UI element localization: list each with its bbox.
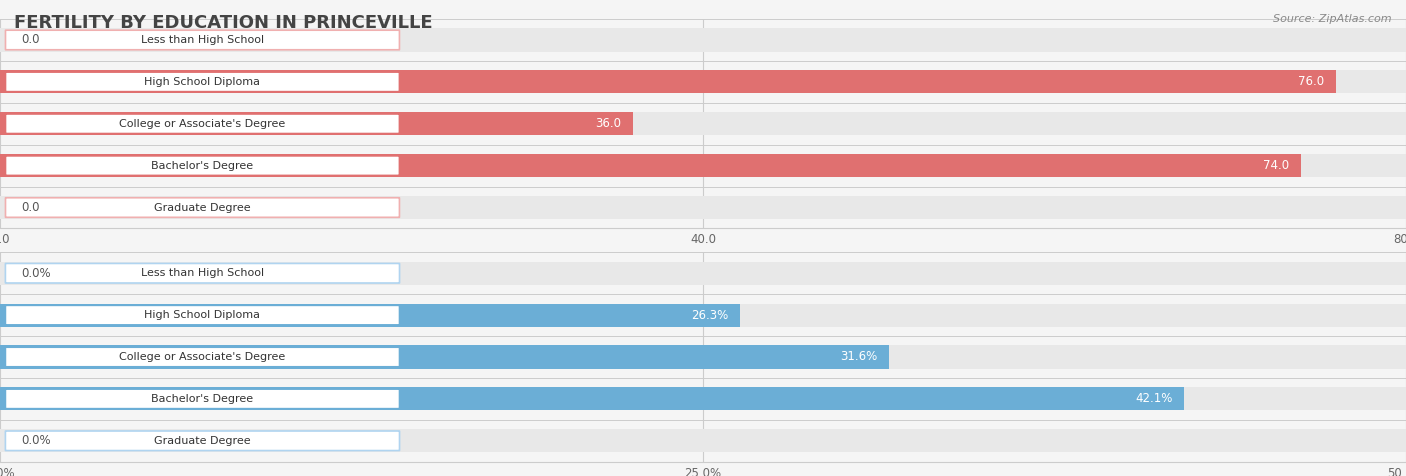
Text: High School Diploma: High School Diploma (145, 310, 260, 320)
Text: Bachelor's Degree: Bachelor's Degree (152, 160, 253, 171)
Text: College or Associate's Degree: College or Associate's Degree (120, 119, 285, 129)
Text: 0.0%: 0.0% (21, 434, 51, 447)
Text: 0.0: 0.0 (21, 33, 39, 47)
Bar (0, 429, 1406, 452)
Bar (0, 304, 740, 327)
Bar (0, 70, 1336, 93)
FancyBboxPatch shape (6, 72, 399, 92)
FancyBboxPatch shape (6, 114, 399, 134)
FancyBboxPatch shape (6, 156, 399, 176)
Text: 42.1%: 42.1% (1135, 392, 1173, 406)
Text: College or Associate's Degree: College or Associate's Degree (120, 352, 285, 362)
FancyBboxPatch shape (6, 431, 399, 451)
Bar (0, 196, 1406, 219)
Text: 0.0: 0.0 (21, 201, 39, 214)
Bar (0, 387, 1184, 410)
Text: Less than High School: Less than High School (141, 268, 264, 278)
Text: Graduate Degree: Graduate Degree (155, 202, 250, 213)
Bar (0, 387, 1406, 410)
Bar (0, 346, 889, 368)
FancyBboxPatch shape (6, 347, 399, 367)
Text: 76.0: 76.0 (1298, 75, 1324, 89)
Text: Less than High School: Less than High School (141, 35, 264, 45)
Text: Source: ZipAtlas.com: Source: ZipAtlas.com (1274, 14, 1392, 24)
Bar (0, 262, 1406, 285)
Text: High School Diploma: High School Diploma (145, 77, 260, 87)
Text: FERTILITY BY EDUCATION IN PRINCEVILLE: FERTILITY BY EDUCATION IN PRINCEVILLE (14, 14, 433, 32)
Bar (0, 346, 1406, 368)
FancyBboxPatch shape (6, 30, 399, 50)
Text: Bachelor's Degree: Bachelor's Degree (152, 394, 253, 404)
Bar (0, 70, 1406, 93)
Text: 26.3%: 26.3% (692, 308, 728, 322)
Bar (0, 304, 1406, 327)
Bar (0, 154, 1301, 177)
Text: Graduate Degree: Graduate Degree (155, 436, 250, 446)
FancyBboxPatch shape (6, 198, 399, 218)
FancyBboxPatch shape (6, 305, 399, 325)
Text: 0.0%: 0.0% (21, 267, 51, 280)
FancyBboxPatch shape (6, 389, 399, 409)
Bar (0, 29, 1406, 51)
Bar (0, 154, 1406, 177)
FancyBboxPatch shape (6, 263, 399, 283)
Text: 36.0: 36.0 (596, 117, 621, 130)
Bar (0, 112, 1406, 135)
Bar (0, 112, 633, 135)
Text: 74.0: 74.0 (1263, 159, 1289, 172)
Text: 31.6%: 31.6% (841, 350, 877, 364)
